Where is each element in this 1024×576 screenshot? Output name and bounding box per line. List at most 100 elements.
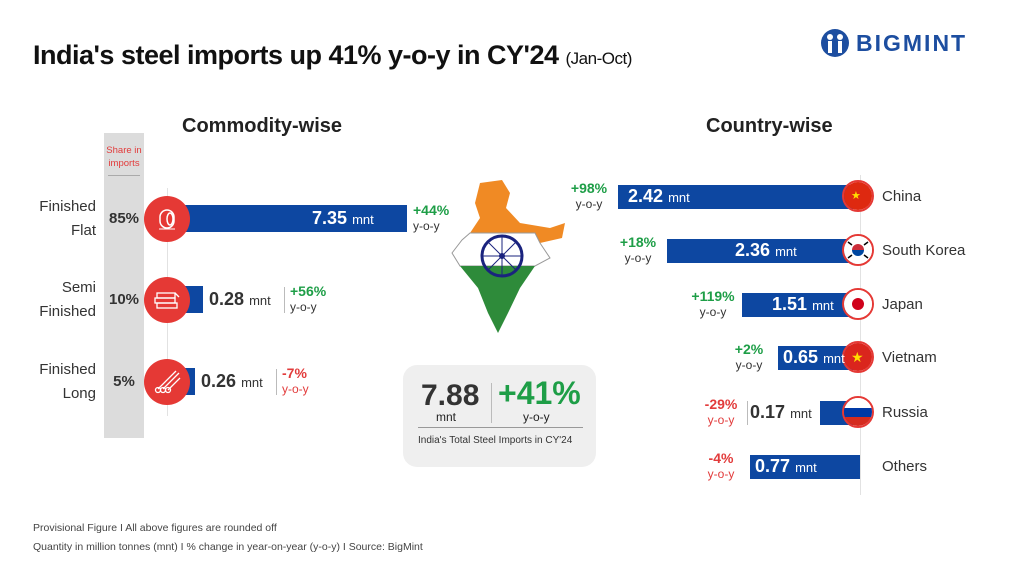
change-pct: +2% (734, 341, 764, 357)
logo-text: BIGMINT (856, 29, 968, 56)
south-korea-flag-icon (842, 234, 874, 266)
total-imports-card: 7.88 mnt +41% y-o-y India's Total Steel … (403, 365, 596, 467)
label-line: Finished (39, 361, 96, 378)
steel-coil-icon (144, 196, 190, 242)
label-line: Flat (70, 222, 96, 239)
country-change: +119% y-o-y (690, 288, 736, 320)
total-change: +41% (498, 375, 581, 411)
country-name: Vietnam (882, 349, 937, 366)
title-period: (Jan-Oct) (565, 49, 633, 68)
country-change: +2% y-o-y (726, 341, 772, 373)
steel-bars-icon (144, 359, 190, 405)
value-unit: mnt (812, 298, 834, 313)
label-line: Finished (39, 303, 96, 320)
value-unit: mnt (795, 460, 817, 475)
footer-source: Quantity in million tonnes (mnt) I % cha… (33, 541, 423, 553)
yoy-label: y-o-y (707, 413, 735, 427)
india-map-icon (451, 180, 565, 333)
svg-text:★: ★ (851, 349, 864, 365)
label-line: Semi (61, 279, 96, 296)
total-caption: India's Total Steel Imports in CY'24 (418, 435, 573, 446)
russia-flag-icon (842, 396, 874, 428)
yoy-label: y-o-y (735, 358, 763, 372)
commodity-label: Finished Long (26, 358, 96, 406)
value-unit: mnt (668, 190, 690, 205)
yoy-label: y-o-y (699, 305, 727, 319)
commodity-label: Finished Flat (26, 195, 96, 243)
country-value: 2.42 mnt (628, 186, 690, 207)
svg-text:★: ★ (851, 190, 861, 202)
value-number: 0.26 (201, 371, 237, 391)
country-name: China (882, 188, 922, 205)
change-pct: +18% (619, 234, 657, 250)
total-yoy: y-o-y (523, 410, 550, 424)
value-number: 2.42 (628, 186, 664, 206)
country-value: 2.36 mnt (735, 240, 797, 261)
japan-flag-icon (842, 288, 874, 320)
country-bar (742, 293, 860, 317)
divider (284, 287, 285, 313)
commodity-value: 0.28 mnt (209, 289, 271, 310)
country-axis (860, 175, 861, 495)
value-unit: mnt (790, 406, 812, 421)
country-change: -29% y-o-y (698, 396, 744, 428)
change-pct: -7% (282, 365, 307, 381)
yoy-label: y-o-y (707, 467, 735, 481)
country-heading: Country-wise (706, 115, 833, 137)
commodity-change: +56% y-o-y (290, 283, 326, 315)
value-number: 0.65 (783, 347, 819, 367)
country-value: 0.17 mnt (750, 402, 812, 423)
country-value: 1.51 mnt (772, 294, 834, 315)
country-name: South Korea (882, 242, 966, 259)
label-line: Finished (39, 198, 96, 215)
country-change: +18% y-o-y (615, 234, 661, 266)
divider (418, 427, 583, 428)
country-bar (667, 239, 860, 263)
yoy-label: y-o-y (575, 197, 603, 211)
country-name: Others (882, 458, 928, 475)
country-bar (618, 185, 860, 209)
commodity-value: 7.35 mnt (312, 208, 374, 229)
total-value: 7.88 (421, 379, 480, 412)
value-unit: mnt (241, 375, 263, 390)
value-number: 1.51 (772, 294, 808, 314)
share-column (104, 133, 144, 438)
title-text: India's steel imports up 41% y-o-y in CY… (33, 40, 559, 70)
country-change: +98% y-o-y (566, 180, 612, 212)
divider (747, 401, 748, 425)
commodity-change: -7% y-o-y (282, 365, 309, 397)
value-unit: mnt (352, 212, 374, 227)
yoy-label: y-o-y (624, 251, 652, 265)
country-value: 0.77 mnt (755, 456, 817, 477)
country-name: Japan (882, 296, 923, 313)
commodity-value: 0.26 mnt (201, 371, 263, 392)
page-title: India's steel imports up 41% y-o-y in CY… (33, 40, 632, 71)
country-change: -4% y-o-y (698, 450, 744, 482)
share-value: 85% (108, 210, 140, 227)
footer-note: Provisional Figure I All above figures a… (33, 522, 277, 534)
divider (108, 175, 140, 176)
value-number: 0.17 (750, 402, 786, 422)
country-value: 0.65 mnt (783, 347, 845, 368)
yoy-label: y-o-y (282, 382, 309, 396)
yoy-label: y-o-y (290, 300, 317, 314)
divider (276, 369, 277, 395)
value-unit: mnt (823, 351, 845, 366)
value-number: 2.36 (735, 240, 771, 260)
change-pct: +119% (691, 288, 735, 304)
change-pct: +56% (290, 283, 327, 299)
commodity-change: +44% y-o-y (413, 202, 449, 234)
change-pct: +44% (413, 202, 450, 218)
commodity-label: Semi Finished (26, 276, 96, 324)
divider (491, 383, 492, 423)
vietnam-flag-icon: ★ (842, 341, 874, 373)
share-header: Share in imports (106, 145, 142, 169)
share-value: 10% (108, 291, 140, 308)
value-number: 0.28 (209, 289, 245, 309)
value-unit: mnt (775, 244, 797, 259)
country-bar (750, 455, 860, 479)
change-pct: -4% (708, 450, 734, 466)
bigmint-logo: BIGMINT (820, 28, 967, 58)
country-name: Russia (882, 404, 928, 421)
value-number: 7.35 (312, 208, 348, 228)
